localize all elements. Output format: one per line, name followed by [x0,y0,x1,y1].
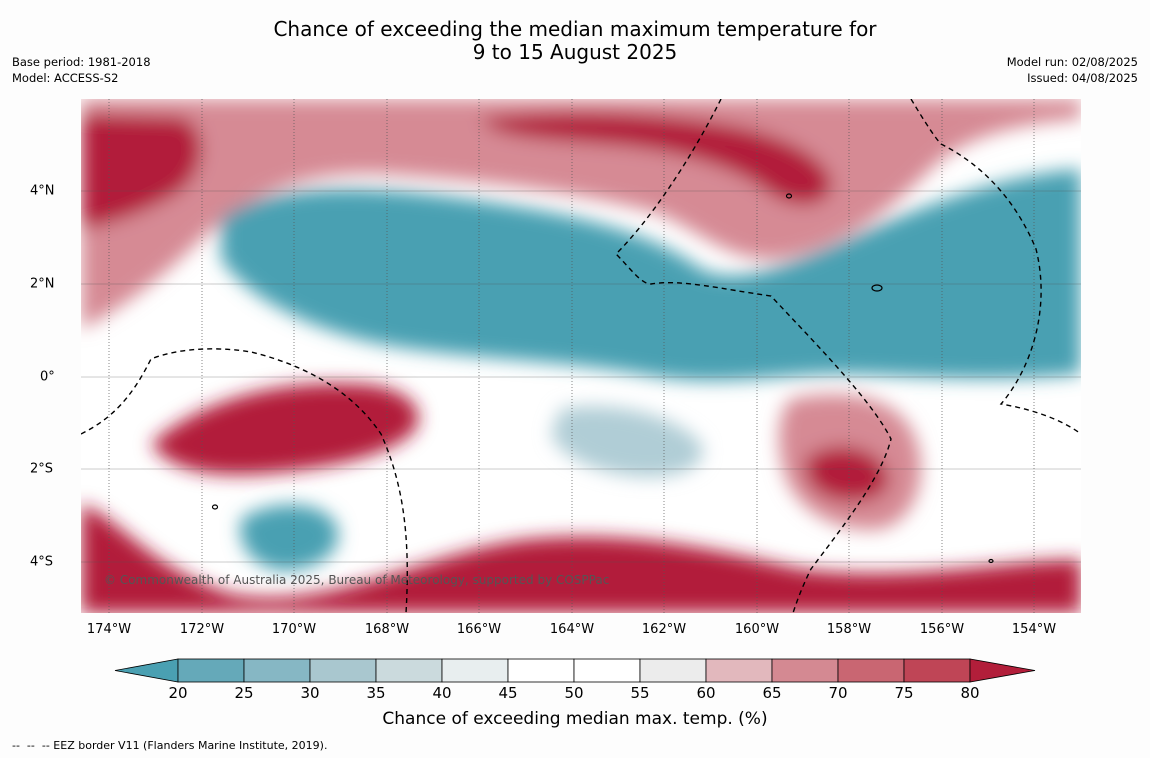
colorbar-tick-label: 35 [366,684,386,702]
colorbar-segment [573,658,641,683]
colorbar-tick-label: 40 [432,684,452,702]
latitude-lines [81,190,1081,563]
colorbar-extend-low [114,658,179,683]
lon-tick-label: 168°W [364,622,410,637]
model-run-text: Model run: 02/08/2025 [1006,55,1138,69]
meta-left: Base period: 1981-2018 Model: ACCESS-S2 [12,54,151,86]
hot-region-south-east [805,446,889,502]
meta-right: Model run: 02/08/2025 Issued: 04/08/2025 [1007,54,1138,86]
colorbar-segment [375,658,443,683]
colorbar-segment [507,658,575,683]
lat-tick-label: 2°N [30,276,55,292]
lon-tick-label: 164°W [549,622,595,637]
title-line-1: Chance of exceeding the median maximum t… [273,17,877,41]
hot-region-north-center [481,112,832,205]
probability-map [81,99,1081,613]
lon-tick-label: 174°W [86,622,132,637]
colorbar-tick-label: 45 [498,684,518,702]
colorbar-tick-label: 30 [300,684,320,702]
model-text: Model: ACCESS-S2 [12,71,119,85]
colorbar-segment [639,658,707,683]
colorbar-tick-label: 55 [630,684,650,702]
lon-tick-label: 154°W [1011,622,1057,637]
colorbar-tick-label: 60 [696,684,716,702]
lon-tick-label: 158°W [826,622,872,637]
hot-region-south-west [151,383,419,475]
colorbar-segment [309,658,377,683]
colorbar-tick-label: 70 [828,684,848,702]
issued-text: Issued: 04/08/2025 [1027,71,1138,85]
warm-region-north [81,99,1081,329]
colorbar-segment [177,658,245,683]
colorbar-segment [441,658,509,683]
colorbar-label: Chance of exceeding median max. temp. (%… [382,709,768,729]
colorbar-segment [705,658,773,683]
colorbar-tick-label: 20 [168,684,188,702]
lat-tick-label: 0° [40,369,55,385]
eez-footnote: -- -- -- EEZ border V11 (Flanders Marine… [12,739,328,752]
copyright-notice: © Commonwealth of Australia 2025, Bureau… [104,573,610,587]
lat-tick-label: 2°S [30,461,54,477]
colorbar-segment [903,658,971,683]
lat-tick-label: 4°N [30,183,55,199]
colorbar [114,658,1036,683]
eez-border [81,99,1081,613]
colorbar-tick-label: 75 [894,684,914,702]
colorbar-extend-high [969,658,1036,683]
colorbar-tick-label: 65 [762,684,782,702]
title-line-2: 9 to 15 August 2025 [472,40,678,64]
cool-region-south-west [240,504,339,571]
base-period-text: Base period: 1981-2018 [12,55,151,69]
lon-tick-label: 172°W [179,622,225,637]
colorbar-tick-label: 25 [234,684,254,702]
cool-region-equatorial [221,169,1081,381]
colorbar-tick-label: 80 [960,684,980,702]
colorbar-segment [243,658,311,683]
lon-tick-label: 166°W [456,622,502,637]
lon-tick-label: 162°W [641,622,687,637]
lon-tick-label: 170°W [271,622,317,637]
colorbar-segment [771,658,839,683]
chart-title: Chance of exceeding the median maximum t… [0,18,1150,64]
hot-region-south-band [81,504,1081,613]
lat-tick-label: 4°S [30,554,54,570]
islands [211,193,994,564]
hot-region-northwest [81,114,202,229]
colorbar-tick-label: 50 [564,684,584,702]
lon-tick-label: 156°W [919,622,965,637]
colorbar-segment [837,658,905,683]
cool-region-south-light [551,406,703,478]
lon-tick-label: 160°W [734,622,780,637]
